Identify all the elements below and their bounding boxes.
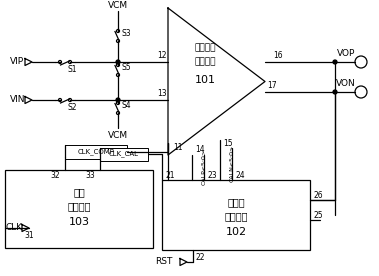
Text: S4: S4 bbox=[122, 102, 132, 110]
Text: 14: 14 bbox=[195, 145, 205, 155]
Text: 16: 16 bbox=[273, 52, 283, 60]
Text: 比较器: 比较器 bbox=[227, 197, 245, 207]
Text: CALN<5:0>: CALN<5:0> bbox=[230, 144, 235, 182]
Text: 24: 24 bbox=[235, 171, 244, 179]
Text: 31: 31 bbox=[24, 232, 34, 240]
Text: CLK_COMP: CLK_COMP bbox=[78, 148, 114, 155]
Text: 13: 13 bbox=[157, 89, 167, 99]
Bar bbox=[162, 180, 310, 250]
Text: 控制电路: 控制电路 bbox=[67, 201, 91, 211]
Text: 23: 23 bbox=[207, 171, 217, 179]
Text: S3: S3 bbox=[122, 30, 132, 38]
Circle shape bbox=[116, 60, 120, 64]
Text: CALP<5:0>: CALP<5:0> bbox=[202, 149, 207, 185]
Text: 102: 102 bbox=[226, 227, 247, 237]
Text: RST: RST bbox=[156, 258, 173, 267]
Text: S1: S1 bbox=[68, 65, 77, 75]
Text: 25: 25 bbox=[313, 211, 323, 219]
Circle shape bbox=[116, 98, 120, 102]
Text: S5: S5 bbox=[122, 63, 132, 73]
Text: VIP: VIP bbox=[10, 57, 24, 67]
Text: VOP: VOP bbox=[337, 49, 355, 57]
Text: 22: 22 bbox=[196, 253, 205, 261]
Text: VIN: VIN bbox=[10, 95, 25, 105]
Text: VCM: VCM bbox=[108, 131, 128, 139]
Text: 33: 33 bbox=[85, 171, 95, 179]
Text: 21: 21 bbox=[165, 171, 174, 179]
Text: 时钟: 时钟 bbox=[73, 187, 85, 197]
Text: 15: 15 bbox=[223, 139, 233, 147]
Text: 比较电路: 比较电路 bbox=[194, 57, 216, 67]
Text: 26: 26 bbox=[313, 190, 323, 200]
Circle shape bbox=[333, 60, 337, 64]
Text: S2: S2 bbox=[68, 104, 77, 113]
Text: 12: 12 bbox=[157, 52, 167, 60]
Circle shape bbox=[333, 90, 337, 94]
Text: 103: 103 bbox=[69, 217, 89, 227]
Text: 校准电路: 校准电路 bbox=[224, 211, 248, 221]
Bar bbox=[5, 170, 153, 248]
Text: CLK_CAL: CLK_CAL bbox=[109, 151, 139, 157]
Text: 101: 101 bbox=[194, 75, 216, 85]
Bar bbox=[65, 145, 127, 159]
Text: 动态差分: 动态差分 bbox=[194, 44, 216, 52]
Text: 32: 32 bbox=[50, 171, 60, 179]
Text: VON: VON bbox=[336, 78, 356, 87]
Text: VCM: VCM bbox=[108, 1, 128, 10]
Text: CLK: CLK bbox=[5, 224, 22, 232]
Text: 11: 11 bbox=[173, 144, 183, 153]
Bar bbox=[100, 148, 148, 161]
Text: 17: 17 bbox=[267, 81, 277, 91]
